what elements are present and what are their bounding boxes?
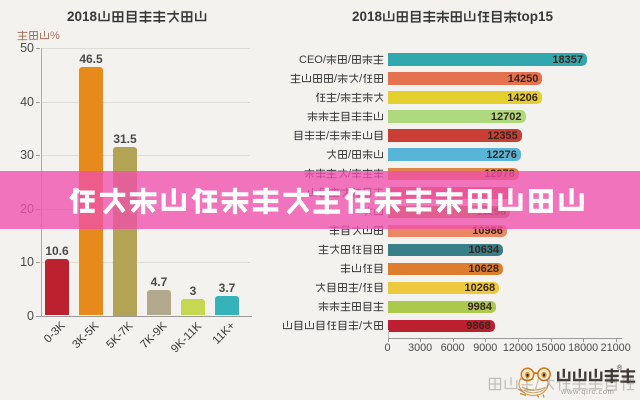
svg-text:/: / (326, 129, 330, 141)
svg-text:/: / (359, 282, 363, 294)
svg-text:/: / (334, 72, 338, 84)
svg-text:2018: 2018 (352, 9, 382, 24)
svg-text:%: % (50, 30, 60, 42)
svg-text:/: / (359, 72, 363, 84)
svg-text:CEO/: CEO/ (299, 53, 327, 65)
svg-text:top15: top15 (517, 9, 553, 24)
svg-text:2018: 2018 (67, 9, 97, 24)
svg-text:/: / (359, 320, 363, 332)
svg-text:/: / (348, 53, 352, 65)
svg-text:/: / (337, 91, 341, 103)
svg-text:/: / (535, 376, 540, 393)
svg-text:/: / (348, 149, 352, 161)
